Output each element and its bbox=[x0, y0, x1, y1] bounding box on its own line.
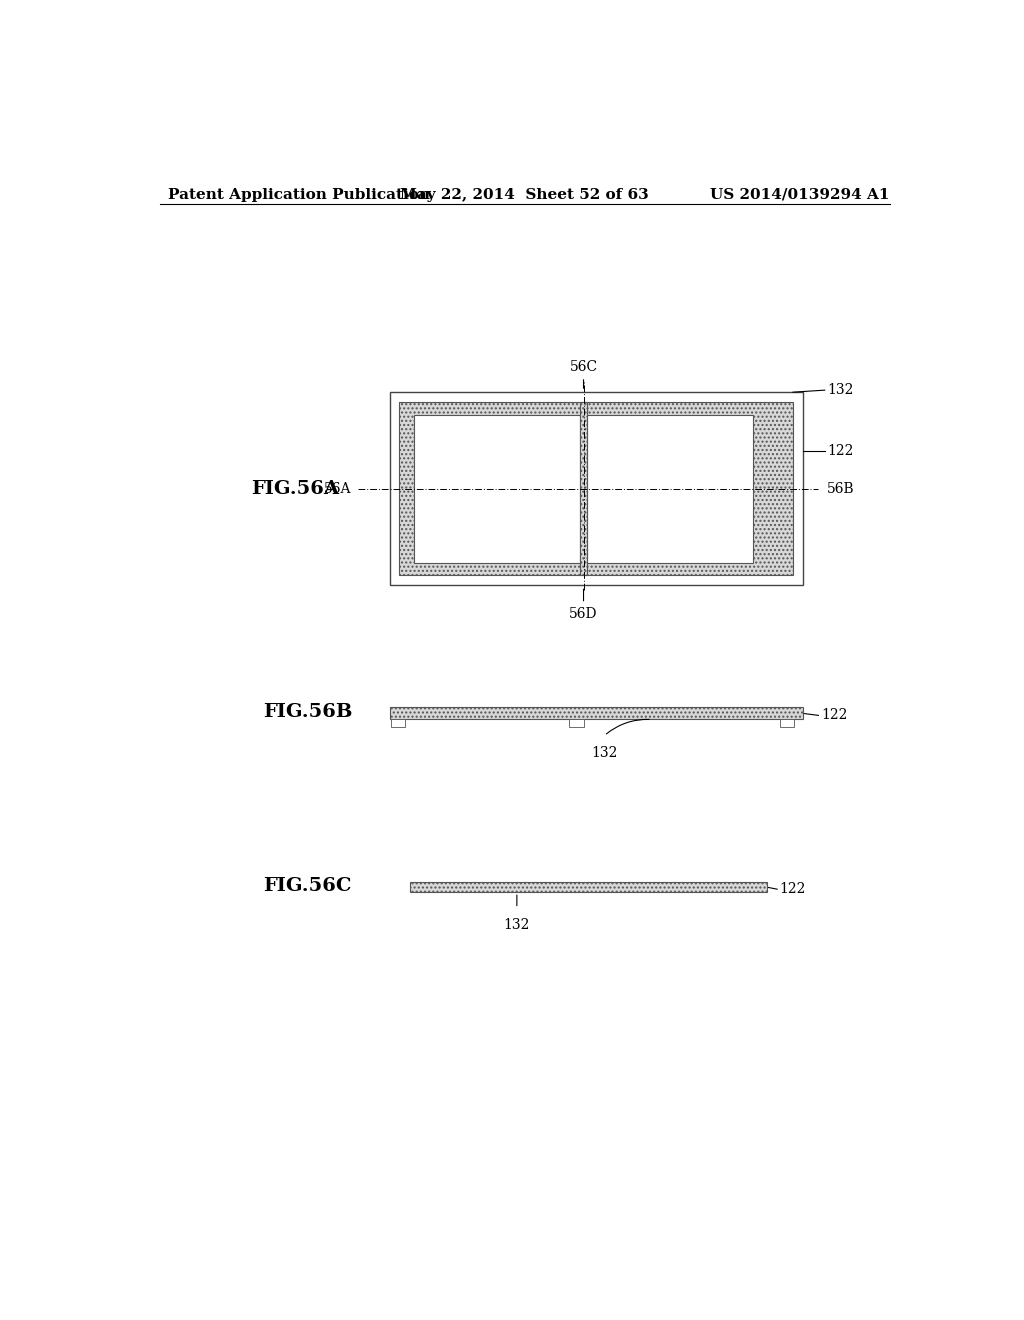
Bar bbox=[390, 708, 803, 719]
Bar bbox=[587, 414, 754, 562]
Text: FIG.56A: FIG.56A bbox=[251, 479, 339, 498]
Bar bbox=[779, 719, 794, 726]
Text: 122: 122 bbox=[827, 444, 854, 458]
Text: 122: 122 bbox=[779, 882, 806, 896]
Text: May 22, 2014  Sheet 52 of 63: May 22, 2014 Sheet 52 of 63 bbox=[400, 187, 649, 202]
Bar bbox=[414, 414, 581, 562]
Text: 56C: 56C bbox=[569, 360, 598, 374]
Text: Patent Application Publication: Patent Application Publication bbox=[168, 187, 430, 202]
Text: 132: 132 bbox=[827, 383, 854, 397]
Bar bbox=[569, 719, 584, 726]
Bar bbox=[399, 403, 793, 576]
Bar bbox=[391, 719, 404, 726]
Text: FIG.56C: FIG.56C bbox=[263, 878, 351, 895]
Text: 56A: 56A bbox=[325, 482, 352, 496]
Text: FIG.56B: FIG.56B bbox=[263, 704, 352, 721]
Text: 56D: 56D bbox=[569, 607, 598, 620]
Text: 56B: 56B bbox=[827, 482, 855, 496]
Text: 132: 132 bbox=[591, 746, 617, 760]
Text: 122: 122 bbox=[821, 709, 847, 722]
Bar bbox=[580, 403, 588, 576]
Text: US 2014/0139294 A1: US 2014/0139294 A1 bbox=[711, 187, 890, 202]
Bar bbox=[390, 392, 803, 585]
Bar bbox=[410, 882, 767, 892]
Text: 132: 132 bbox=[504, 917, 530, 932]
